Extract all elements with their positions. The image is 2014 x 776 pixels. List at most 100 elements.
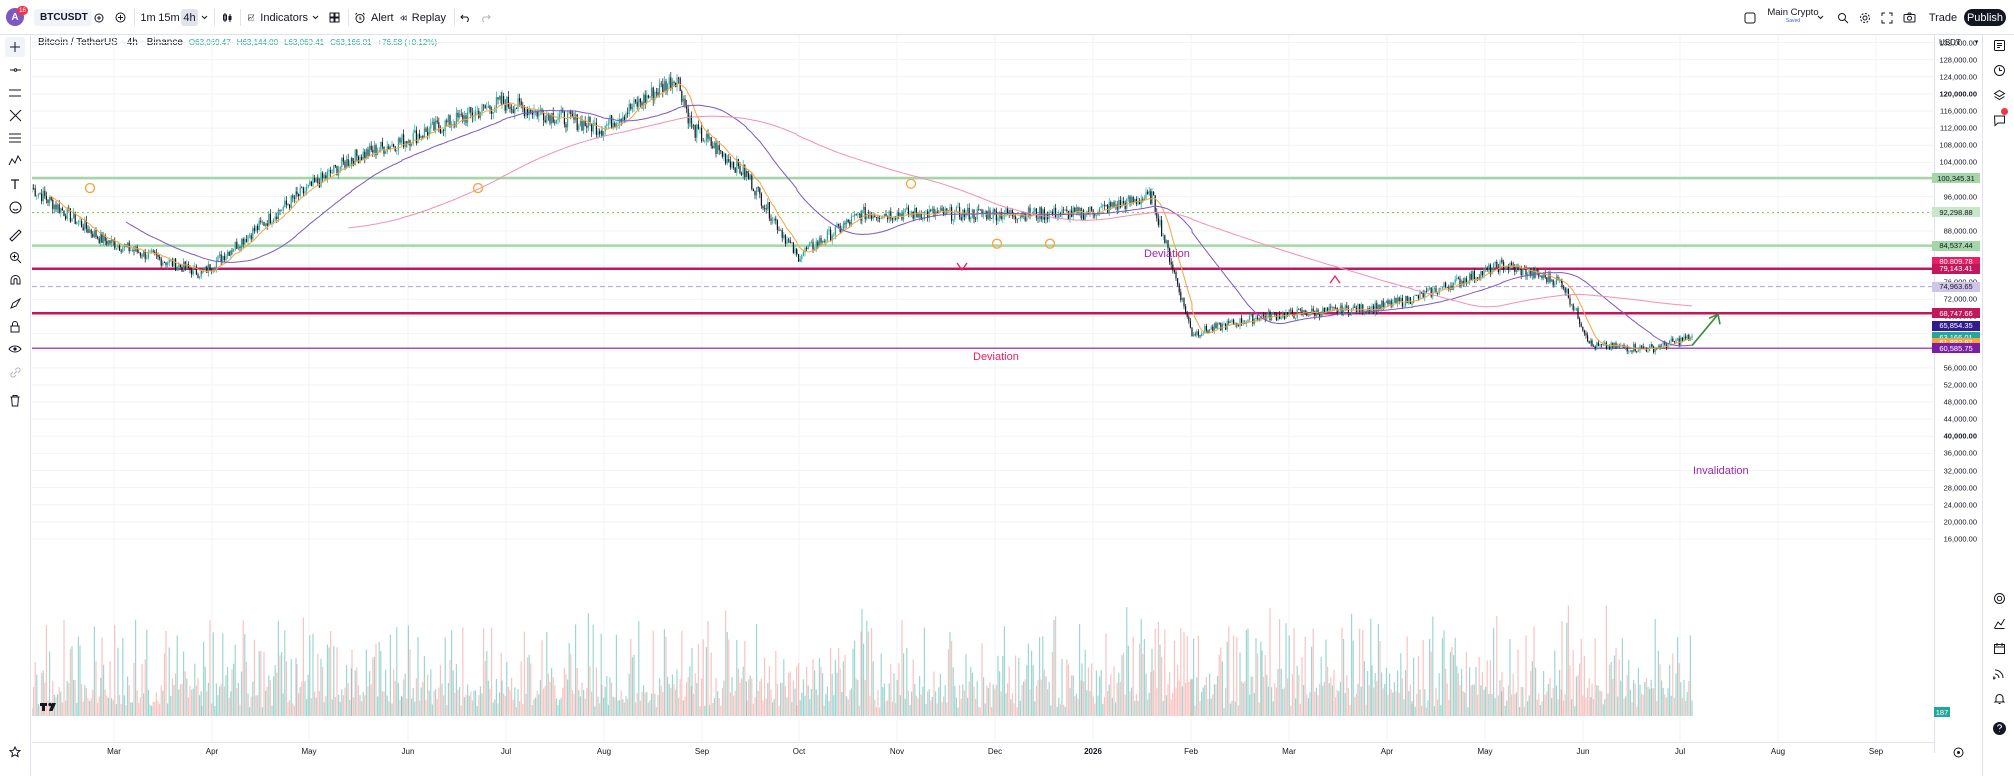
- target-icon[interactable]: [1989, 588, 2009, 608]
- settings-gear-icon[interactable]: [1857, 9, 1873, 26]
- lock-icon[interactable]: [5, 316, 25, 336]
- price-level-tag[interactable]: 92,298.88: [1932, 207, 1980, 218]
- layout-dropdown-icon[interactable]: [1815, 9, 1825, 26]
- deviation-label-top[interactable]: Deviation: [1144, 248, 1190, 260]
- horizontal-line-tool-icon[interactable]: [5, 60, 25, 80]
- fib-retracement-tool-icon[interactable]: [5, 128, 25, 148]
- indicators-dropdown-icon[interactable]: [310, 9, 320, 26]
- undo-icon[interactable]: [458, 9, 472, 26]
- link-icon[interactable]: [5, 362, 25, 382]
- scale-settings-icon[interactable]: [1950, 744, 1966, 760]
- volume-bar: [1003, 626, 1005, 716]
- volume-bar: [253, 639, 255, 716]
- deviation-label-bottom[interactable]: Deviation: [973, 351, 1019, 363]
- candle-body: [1395, 297, 1397, 304]
- candle-body: [883, 213, 885, 217]
- candle-body: [433, 121, 435, 131]
- candle-body: [784, 235, 786, 244]
- price-level-tag[interactable]: 61,832.97: [1932, 337, 1980, 348]
- price-level-tag[interactable]: 100,345.31: [1932, 173, 1980, 184]
- price-level-tag[interactable]: 63,166.01: [1932, 332, 1980, 343]
- calendar-icon[interactable]: [1989, 638, 2009, 658]
- zoom-in-icon[interactable]: [5, 247, 25, 267]
- parallel-channel-tool-icon[interactable]: [5, 83, 25, 103]
- volume-bar: [1336, 689, 1338, 716]
- layout-checkbox-icon[interactable]: [1743, 9, 1757, 26]
- pitchfork-tool-icon[interactable]: [5, 105, 25, 125]
- symbol-title[interactable]: Bitcoin / TetherUS · 4h · Binance: [38, 36, 183, 48]
- volume-bar: [1140, 618, 1142, 716]
- redo-icon[interactable]: [478, 9, 492, 26]
- emoji-tool-icon[interactable]: [5, 197, 25, 217]
- price-chart[interactable]: [32, 35, 1934, 742]
- currency-selector[interactable]: USDT ▾: [1935, 35, 1983, 49]
- indicators-button[interactable]: Indicators: [248, 9, 308, 26]
- volume-bar: [1242, 682, 1244, 716]
- candle-body: [717, 145, 719, 154]
- layout-selector[interactable]: Main Crypto Saved: [1763, 7, 1823, 29]
- eye-visibility-icon[interactable]: [5, 339, 25, 359]
- layouts-grid-icon[interactable]: [326, 9, 342, 26]
- volume-bar: [223, 686, 225, 716]
- price-level-tag[interactable]: 84,537.44: [1932, 240, 1980, 251]
- candle-body: [906, 207, 908, 210]
- volume-bar: [1414, 706, 1416, 716]
- price-level-tag[interactable]: 74,963.65: [1932, 281, 1980, 292]
- stay-in-drawing-mode-icon[interactable]: [5, 293, 25, 313]
- candle-body: [284, 200, 286, 207]
- volume-bar: [71, 646, 73, 716]
- interval-15m[interactable]: 15m: [158, 11, 180, 24]
- fullscreen-icon[interactable]: [1879, 9, 1895, 26]
- replay-button[interactable]: Replay: [400, 9, 446, 26]
- crosshair-cursor-icon[interactable]: [5, 37, 25, 57]
- time-scale[interactable]: Mar Apr May Jun Jul Aug Sep Oct Nov Dec 2026 Feb Mar…: [32, 742, 1934, 765]
- candle-body: [1354, 306, 1356, 308]
- price-level-tag[interactable]: 60,585.75: [1932, 343, 1980, 354]
- volume-bar: [1393, 682, 1395, 716]
- alert-button[interactable]: Alert: [354, 9, 394, 26]
- chat-icon[interactable]: [1989, 108, 2009, 130]
- alerts-clock-icon[interactable]: [1989, 60, 2009, 80]
- tradingview-logo[interactable]: [38, 700, 60, 714]
- interval-1m[interactable]: 1m: [140, 11, 156, 24]
- notifications-bell-icon[interactable]: [1989, 688, 2009, 708]
- symbol-search[interactable]: BTCUSDT: [34, 9, 92, 26]
- price-level-tag[interactable]: 65,854.35: [1932, 320, 1980, 331]
- price-scale[interactable]: USDT ▾ 132,000.00 128,000.00 124,000.00 120…: [1934, 35, 1983, 753]
- interval-4h[interactable]: 4h: [181, 9, 198, 26]
- candle-body: [328, 169, 330, 172]
- volume-bar: [494, 699, 496, 716]
- candle-body: [1113, 202, 1115, 208]
- price-level-tag[interactable]: 80,809.78: [1932, 256, 1980, 267]
- interval-dropdown-icon[interactable]: [199, 9, 209, 26]
- favorites-star-icon[interactable]: [5, 742, 25, 762]
- add-symbol-icon[interactable]: [112, 9, 128, 26]
- candle-body: [1654, 347, 1656, 353]
- trade-button[interactable]: Trade: [1928, 11, 1958, 24]
- text-tool-icon[interactable]: [5, 174, 25, 194]
- watchlist-icon[interactable]: [1989, 35, 2009, 55]
- ideas-icon[interactable]: [1989, 613, 2009, 633]
- volume-bar: [90, 698, 92, 716]
- candle-body: [825, 240, 827, 242]
- trash-icon[interactable]: [5, 390, 25, 410]
- layers-icon[interactable]: [1989, 85, 2009, 105]
- magnet-icon[interactable]: [5, 270, 25, 290]
- broadcast-icon[interactable]: [1989, 663, 2009, 683]
- price-level-tag[interactable]: 79,143.41: [1932, 263, 1980, 274]
- publish-button[interactable]: Publish: [1964, 9, 2006, 26]
- help-icon[interactable]: [1989, 718, 2009, 738]
- chart-type-icon[interactable]: [219, 9, 235, 26]
- invalidation-label[interactable]: Invalidation: [1693, 465, 1749, 477]
- volume-bar: [989, 682, 991, 716]
- candle-body: [1167, 240, 1169, 249]
- ruler-measure-icon[interactable]: [5, 225, 25, 245]
- price-level-tag[interactable]: 187: [1934, 707, 1950, 717]
- quick-search-icon[interactable]: [1835, 9, 1851, 26]
- price-level-tag[interactable]: 68,747.66: [1932, 308, 1980, 319]
- compare-symbol-icon[interactable]: [92, 9, 106, 26]
- camera-icon[interactable]: [1901, 9, 1917, 26]
- candle-body: [614, 122, 616, 127]
- volume-bar: [1108, 684, 1110, 716]
- pattern-tool-icon[interactable]: [5, 151, 25, 171]
